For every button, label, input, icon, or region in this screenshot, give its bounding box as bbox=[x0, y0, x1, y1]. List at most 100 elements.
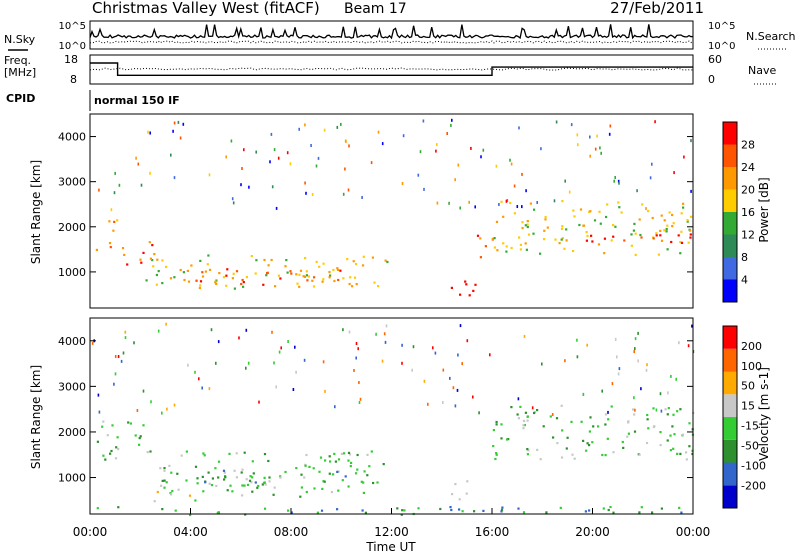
scatter-cell bbox=[641, 203, 644, 206]
scatter-cell bbox=[509, 201, 512, 205]
colorbar-tick-label: 4 bbox=[741, 274, 748, 287]
scatter-cell bbox=[241, 468, 244, 471]
scatter-cell bbox=[609, 505, 612, 509]
scatter-cell bbox=[252, 472, 255, 475]
scatter-cell bbox=[328, 472, 331, 475]
scatter-cell bbox=[245, 366, 247, 370]
scatter-cell bbox=[589, 135, 591, 139]
scatter-cell bbox=[565, 228, 568, 231]
scatter-cell bbox=[146, 451, 149, 454]
scatter-cell bbox=[98, 410, 101, 414]
scatter-cell bbox=[500, 200, 503, 203]
scatter-cell bbox=[473, 510, 476, 513]
scatter-cell bbox=[522, 419, 526, 422]
scatter-cell bbox=[113, 191, 116, 195]
scatter-cell bbox=[98, 188, 100, 192]
scatter-cell bbox=[646, 418, 649, 421]
scatter-cell bbox=[165, 265, 168, 268]
scatter-cell bbox=[590, 234, 593, 237]
scatter-cell bbox=[682, 206, 685, 209]
scatter-cell bbox=[223, 471, 226, 474]
scatter-cell bbox=[411, 368, 413, 372]
scatter-cell bbox=[533, 208, 536, 211]
noise-search-label: N.Search bbox=[746, 30, 796, 43]
scatter-cell bbox=[651, 162, 653, 166]
scatter-cell bbox=[627, 432, 630, 435]
scatter-cell bbox=[543, 238, 546, 241]
scatter-cell bbox=[153, 253, 156, 256]
scatter-cell bbox=[672, 222, 675, 225]
scatter-cell bbox=[355, 283, 358, 286]
scatter-cell bbox=[348, 144, 350, 148]
scatter-cell bbox=[396, 507, 399, 510]
scatter-cell bbox=[652, 425, 655, 429]
scatter-cell bbox=[681, 433, 685, 436]
scatter-cell bbox=[161, 479, 164, 482]
scatter-cell bbox=[494, 457, 497, 461]
scatter-cell bbox=[633, 396, 635, 400]
scatter-cell bbox=[591, 441, 594, 444]
scatter-cell bbox=[565, 239, 568, 242]
scatter-cell bbox=[113, 220, 116, 223]
scatter-cell bbox=[336, 508, 339, 511]
scatter-cell bbox=[273, 361, 275, 365]
scatter-cell bbox=[522, 427, 525, 430]
scatter-cell bbox=[561, 225, 564, 228]
scatter-cell bbox=[632, 408, 635, 411]
scatter-cell bbox=[232, 272, 235, 275]
scatter-cell bbox=[264, 483, 267, 486]
scatter-cell bbox=[102, 420, 105, 423]
scatter-cell bbox=[350, 461, 353, 464]
scatter-cell bbox=[323, 480, 326, 483]
scatter-cell bbox=[122, 351, 125, 355]
scatter-cell bbox=[348, 282, 351, 286]
scatter-cell bbox=[359, 397, 362, 401]
scatter-cell bbox=[493, 246, 496, 249]
colorbar-swatch bbox=[723, 144, 737, 167]
scatter-cell bbox=[240, 471, 243, 474]
scatter-cell bbox=[435, 149, 437, 153]
scatter-cell bbox=[685, 458, 688, 461]
scatter-cell bbox=[432, 346, 434, 350]
scatter-cell bbox=[417, 173, 420, 177]
scatter-cell bbox=[336, 125, 339, 129]
scatter-cell bbox=[688, 445, 691, 448]
scatter-cell bbox=[521, 226, 524, 230]
scatter-cell bbox=[401, 343, 403, 347]
scatter-cell bbox=[267, 459, 270, 463]
scatter-cell bbox=[524, 242, 527, 245]
scatter-cell bbox=[670, 240, 673, 244]
velocity-y-axis: 1000 2000 3000 4000 bbox=[58, 335, 693, 485]
scatter-cell bbox=[159, 467, 162, 470]
scatter-cell bbox=[505, 250, 508, 253]
power-y-label: Slant Range [km] bbox=[29, 160, 43, 264]
scatter-cell bbox=[636, 189, 638, 193]
scatter-cell bbox=[676, 410, 679, 413]
scatter-cell bbox=[267, 264, 270, 267]
scatter-cell bbox=[482, 509, 485, 512]
scatter-cell bbox=[678, 506, 681, 509]
scatter-cell bbox=[685, 451, 688, 454]
scatter-cell bbox=[465, 492, 468, 495]
scatter-cell bbox=[605, 215, 608, 219]
scatter-cell bbox=[620, 211, 623, 214]
scatter-cell bbox=[199, 280, 203, 283]
scatter-cell bbox=[207, 254, 210, 257]
scatter-cell bbox=[295, 273, 298, 276]
scatter-cell bbox=[263, 258, 266, 262]
scatter-cell bbox=[322, 278, 325, 281]
scatter-cell bbox=[96, 507, 99, 510]
scatter-cell bbox=[436, 201, 439, 205]
scatter-cell bbox=[384, 340, 387, 344]
scatter-cell bbox=[138, 443, 141, 446]
scatter-cell bbox=[222, 276, 226, 279]
scatter-cell bbox=[665, 228, 668, 231]
scatter-cell bbox=[370, 450, 373, 453]
scatter-cell bbox=[328, 271, 331, 274]
scatter-cell bbox=[510, 406, 513, 409]
scatter-cell bbox=[145, 279, 148, 282]
scatter-cell bbox=[198, 377, 200, 381]
noise-strip-frame bbox=[89, 20, 694, 50]
scatter-cell bbox=[152, 265, 155, 268]
